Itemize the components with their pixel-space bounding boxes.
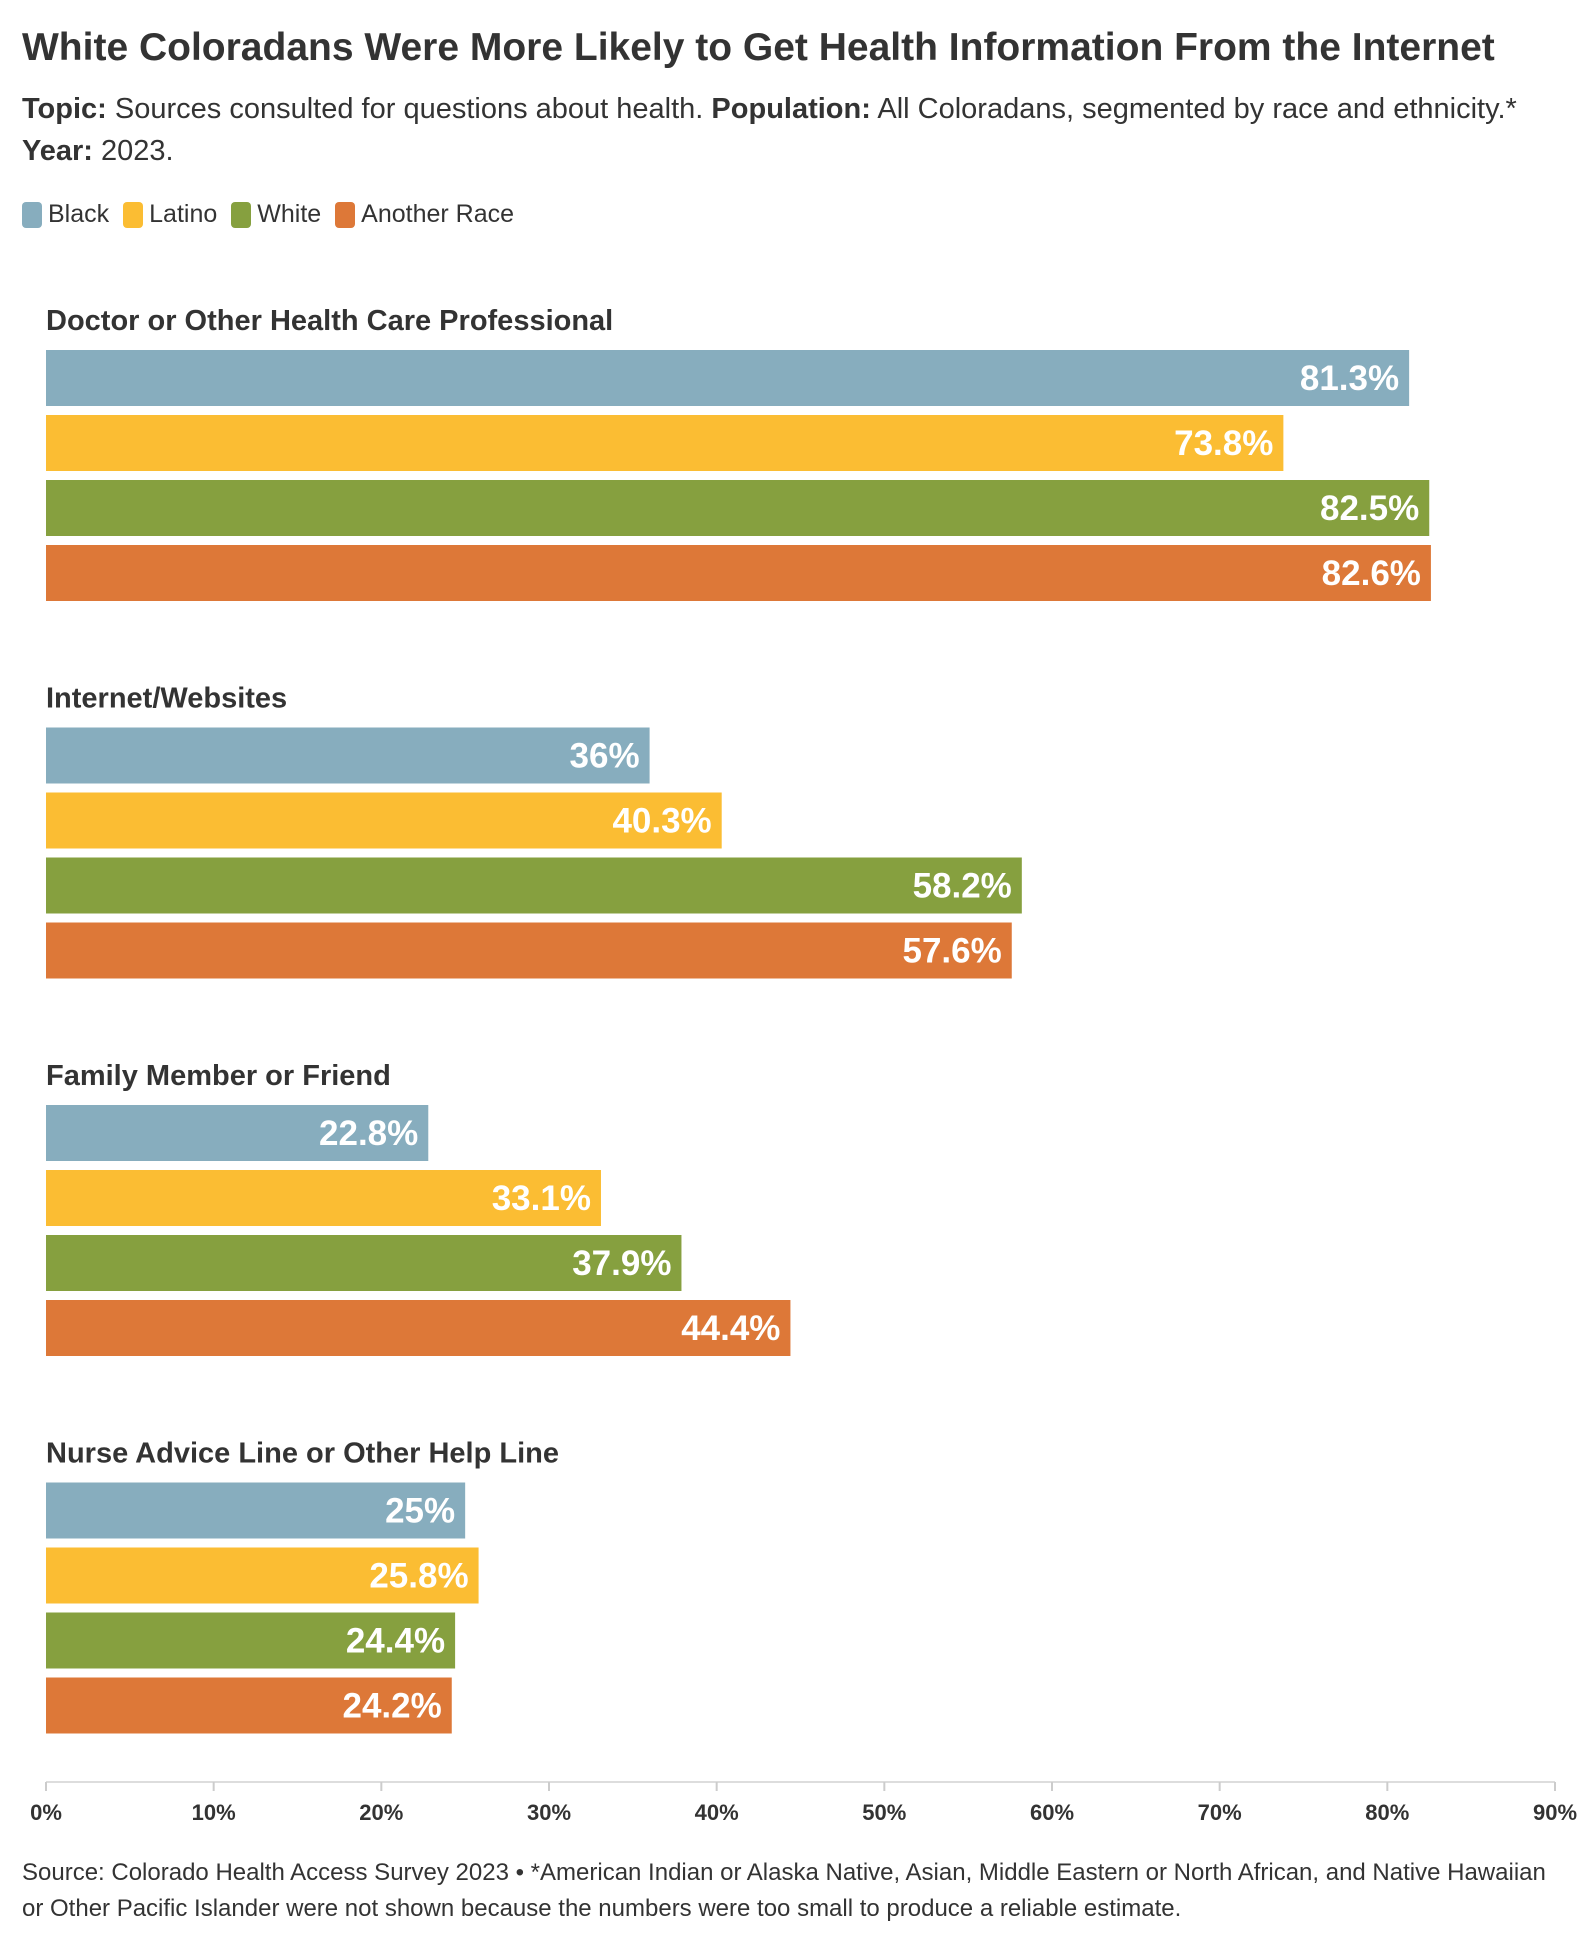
bar bbox=[46, 1677, 452, 1734]
bar-value-label: 73.8% bbox=[1174, 424, 1273, 463]
bar bbox=[46, 415, 1284, 471]
bar-value-label: 24.2% bbox=[343, 1687, 442, 1726]
bar bbox=[46, 727, 650, 784]
bar-value-label: 37.9% bbox=[572, 1244, 671, 1283]
legend-item-white: White bbox=[231, 200, 321, 229]
bar-value-label: 82.6% bbox=[1322, 554, 1421, 593]
bar bbox=[46, 1170, 601, 1226]
bar bbox=[46, 792, 722, 849]
bar bbox=[46, 1547, 479, 1604]
legend-item-another-race: Another Race bbox=[335, 200, 514, 229]
source-note: Source: Colorado Health Access Survey 20… bbox=[22, 1859, 1546, 1922]
bar bbox=[46, 545, 1431, 601]
x-tick-label: 40% bbox=[695, 1800, 739, 1825]
population-label: Population: bbox=[711, 93, 871, 125]
bar-value-label: 22.8% bbox=[319, 1114, 418, 1153]
legend-label: Latino bbox=[149, 200, 218, 228]
x-tick-label: 10% bbox=[192, 1800, 236, 1825]
legend-swatch bbox=[22, 201, 42, 228]
bar-value-label: 33.1% bbox=[492, 1179, 591, 1218]
legend-label: Black bbox=[48, 200, 110, 228]
legend-swatch bbox=[123, 201, 144, 228]
bar bbox=[46, 857, 1022, 914]
category-label: Internet/Websites bbox=[46, 683, 287, 715]
bar bbox=[46, 922, 1012, 979]
bar-value-label: 57.6% bbox=[903, 932, 1002, 971]
chart-subtitle: Topic: Sources consulted for questions a… bbox=[22, 88, 1562, 172]
x-tick-label: 50% bbox=[862, 1800, 906, 1825]
bar bbox=[46, 1235, 682, 1291]
bar-value-label: 44.4% bbox=[681, 1309, 780, 1348]
population-text: All Coloradans, segmented by race and et… bbox=[877, 93, 1517, 125]
bar-value-label: 58.2% bbox=[913, 867, 1012, 906]
x-tick-label: 0% bbox=[30, 1800, 62, 1825]
legend-swatch bbox=[231, 201, 252, 228]
bar-value-label: 82.5% bbox=[1320, 489, 1419, 528]
bar bbox=[46, 1300, 791, 1356]
bar bbox=[46, 1105, 429, 1161]
bar-value-label: 25% bbox=[385, 1492, 455, 1531]
topic-label: Topic: bbox=[22, 93, 107, 125]
bar-value-label: 25.8% bbox=[369, 1557, 468, 1596]
legend-item-black: Black bbox=[22, 200, 109, 229]
chart-legend: Black Latino White Another Race bbox=[22, 200, 528, 229]
bar-value-label: 40.3% bbox=[612, 802, 711, 841]
chart-title: White Coloradans Were More Likely to Get… bbox=[22, 26, 1495, 69]
bar bbox=[46, 350, 1410, 406]
bar-value-label: 36% bbox=[570, 737, 640, 776]
x-tick-label: 70% bbox=[1198, 1800, 1242, 1825]
year-text: 2023. bbox=[101, 135, 174, 167]
category-label: Family Member or Friend bbox=[46, 1060, 391, 1092]
bar-value-label: 24.4% bbox=[346, 1622, 445, 1661]
bar-chart: Doctor or Other Health Care Professional… bbox=[30, 305, 1577, 1825]
x-tick-label: 60% bbox=[1030, 1800, 1074, 1825]
category-label: Nurse Advice Line or Other Help Line bbox=[46, 1438, 559, 1470]
topic-text: Sources consulted for questions about he… bbox=[114, 93, 704, 125]
bar bbox=[46, 1482, 466, 1539]
x-tick-label: 30% bbox=[527, 1800, 571, 1825]
bar-value-label: 81.3% bbox=[1300, 359, 1399, 398]
legend-swatch bbox=[335, 201, 356, 228]
category-label: Doctor or Other Health Care Professional bbox=[46, 305, 613, 337]
legend-item-latino: Latino bbox=[123, 200, 217, 229]
legend-label: White bbox=[257, 200, 322, 228]
x-tick-label: 20% bbox=[359, 1800, 403, 1825]
year-label: Year: bbox=[22, 135, 93, 167]
x-tick-label: 90% bbox=[1533, 1800, 1577, 1825]
bar bbox=[46, 480, 1430, 536]
x-tick-label: 80% bbox=[1365, 1800, 1409, 1825]
legend-label: Another Race bbox=[361, 200, 515, 228]
bar bbox=[46, 1612, 456, 1669]
